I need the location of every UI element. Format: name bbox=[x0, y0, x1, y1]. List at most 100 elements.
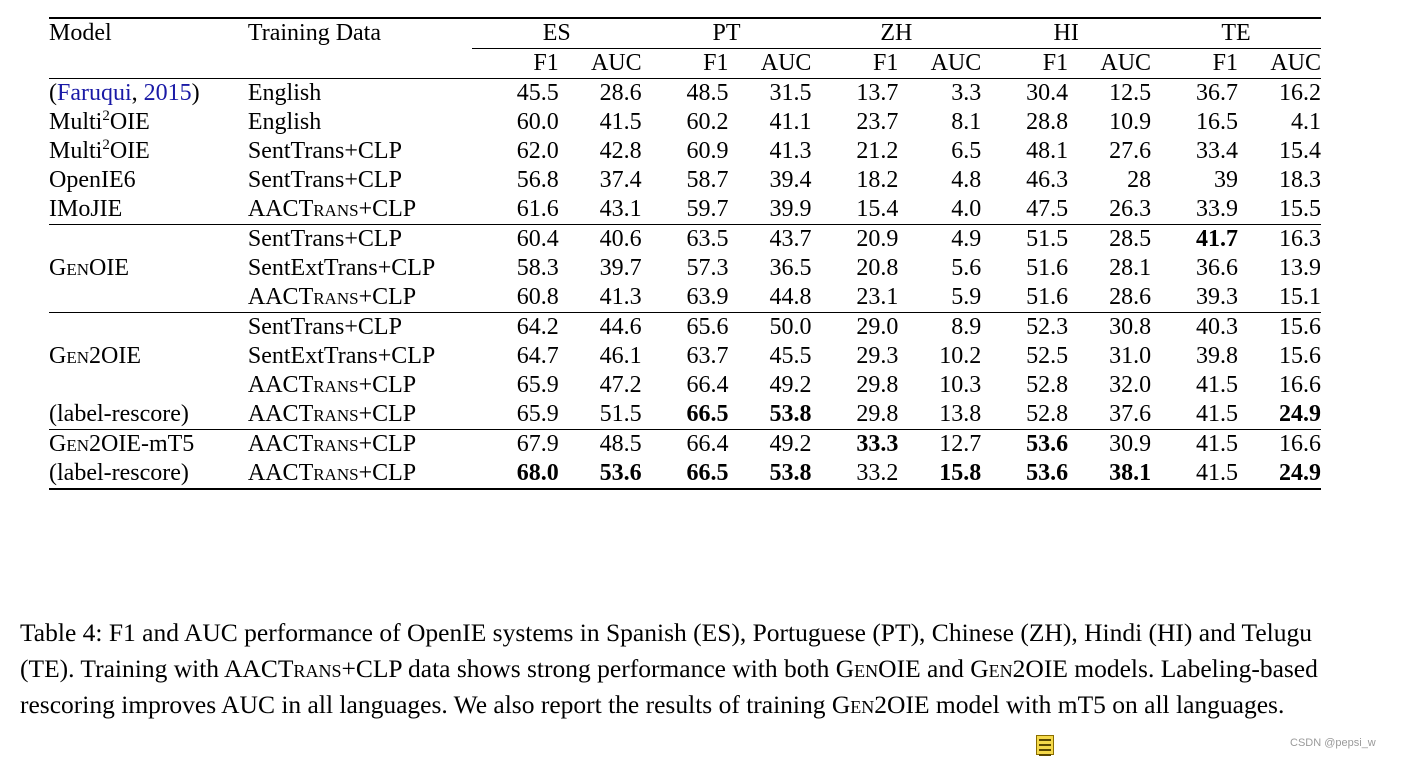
table-row: SentTrans+CLP 64.2 44.6 65.6 50.0 29.0 8.9 52.… bbox=[49, 312, 1321, 342]
training-data-cell: SentExtTrans+CLP bbox=[247, 255, 436, 281]
f1-value-cell: 61.6 bbox=[516, 196, 559, 222]
auc-value-cell: 37.6 bbox=[1109, 401, 1152, 427]
f1-value-cell: 29.8 bbox=[856, 372, 899, 398]
model-cell: IMoJIE bbox=[49, 196, 123, 222]
note-icon[interactable] bbox=[1036, 735, 1054, 756]
auc-value-cell: 5.9 bbox=[951, 284, 982, 310]
training-data-cell: English bbox=[247, 109, 322, 135]
f1-value-cell: 41.5 bbox=[1151, 429, 1238, 459]
auc-value-cell: 5.6 bbox=[951, 255, 982, 281]
training-data-cell: AACTrans+CLP bbox=[247, 284, 417, 310]
f1-value-cell: 39.3 bbox=[1195, 284, 1238, 310]
f1-value-cell: 60.8 bbox=[516, 284, 559, 310]
header-auc: AUC bbox=[1237, 48, 1321, 79]
f1-value-cell: 66.4 bbox=[686, 372, 729, 398]
auc-value-cell: 16.2 bbox=[1279, 80, 1321, 106]
training-data-cell: SentTrans+CLP bbox=[247, 312, 472, 342]
citation-year-link[interactable]: 2015 bbox=[143, 80, 192, 106]
auc-value-cell: 39.7 bbox=[599, 255, 642, 281]
table-row: IMoJIE AACTrans+CLP 61.6 43.1 59.7 39.9 15.4… bbox=[49, 195, 1321, 225]
model-cell: (label-rescore) bbox=[49, 459, 248, 490]
auc-value-cell: 31.5 bbox=[769, 80, 812, 106]
auc-value-cell: 43.7 bbox=[728, 224, 812, 254]
f1-value-cell: 68.0 bbox=[471, 459, 559, 490]
auc-value-cell: 49.2 bbox=[769, 372, 812, 398]
auc-value-cell: 16.6 bbox=[1237, 429, 1321, 459]
f1-value-cell: 39 bbox=[1213, 167, 1238, 193]
f1-value-cell: 29.8 bbox=[856, 401, 899, 427]
training-data-cell: AACTrans+CLP bbox=[247, 429, 472, 459]
model-cell: (Faruqui, 2015) bbox=[49, 80, 200, 106]
f1-value-cell: 47.5 bbox=[1026, 196, 1069, 222]
header-auc: AUC bbox=[728, 48, 812, 79]
f1-value-cell: 18.2 bbox=[856, 167, 899, 193]
training-data-cell: SentTrans+CLP bbox=[247, 167, 402, 193]
auc-value-cell: 51.5 bbox=[599, 401, 642, 427]
table-row: AACTrans+CLP 60.8 41.3 63.9 44.8 23.1 5.9 51.6… bbox=[49, 283, 1321, 313]
f1-value-cell: 39.8 bbox=[1195, 343, 1238, 369]
header-f1: F1 bbox=[1151, 48, 1238, 79]
header-auc: AUC bbox=[898, 48, 982, 79]
training-data-cell: AACTrans+CLP bbox=[247, 459, 472, 490]
table-caption: Table 4: F1 and AUC performance of OpenI… bbox=[20, 618, 1318, 719]
auc-value-cell: 6.5 bbox=[951, 138, 982, 164]
auc-value-cell: 31.0 bbox=[1109, 343, 1152, 369]
f1-value-cell: 65.9 bbox=[516, 401, 559, 427]
model-cell bbox=[49, 283, 248, 313]
f1-value-cell: 29.3 bbox=[856, 343, 899, 369]
auc-value-cell: 10.3 bbox=[939, 372, 982, 398]
header-model: Model bbox=[49, 17, 248, 49]
auc-value-cell: 53.6 bbox=[558, 459, 642, 490]
watermark: CSDN @pepsi_w bbox=[1290, 737, 1376, 749]
header-row-languages: Model Training Data ES PT ZH HI TE bbox=[49, 17, 1321, 49]
table-row: Gen2OIE-mT5 AACTrans+CLP 67.9 48.5 66.4 49.… bbox=[49, 429, 1321, 459]
auc-value-cell: 50.0 bbox=[728, 312, 812, 342]
table-row: Multi2OIE English 60.0 41.5 60.2 41.1 23.7 8.… bbox=[49, 108, 1321, 137]
table-row: OpenIE6 SentTrans+CLP 56.8 37.4 58.7 39.4 18… bbox=[49, 166, 1321, 195]
f1-value-cell: 33.3 bbox=[811, 429, 899, 459]
auc-value-cell: 46.1 bbox=[599, 343, 642, 369]
f1-value-cell: 41.7 bbox=[1151, 224, 1238, 254]
f1-value-cell: 51.6 bbox=[1026, 255, 1069, 281]
f1-value-cell: 60.9 bbox=[686, 138, 729, 164]
auc-value-cell: 16.3 bbox=[1237, 224, 1321, 254]
f1-value-cell: 41.5 bbox=[1195, 401, 1238, 427]
header-training-data: Training Data bbox=[247, 17, 472, 49]
f1-value-cell: 52.5 bbox=[1026, 343, 1069, 369]
auc-value-cell: 40.6 bbox=[558, 224, 642, 254]
training-data-cell: AACTrans+CLP bbox=[247, 372, 417, 398]
f1-value-cell: 58.7 bbox=[686, 167, 729, 193]
header-lang-es: ES bbox=[471, 17, 642, 49]
auc-value-cell: 28.6 bbox=[599, 80, 642, 106]
auc-value-cell: 13.8 bbox=[939, 401, 982, 427]
f1-value-cell: 33.2 bbox=[811, 459, 899, 490]
f1-value-cell: 28.8 bbox=[1026, 109, 1069, 135]
model-cell: (label-rescore) bbox=[49, 401, 189, 427]
table-row: AACTrans+CLP 65.9 47.2 66.4 49.2 29.8 10.3 52.… bbox=[49, 371, 1321, 400]
table-row: (Faruqui, 2015) English 45.5 28.6 48.5 31.5… bbox=[49, 79, 1321, 109]
citation-link[interactable]: Faruqui bbox=[57, 80, 132, 106]
f1-value-cell: 57.3 bbox=[686, 255, 729, 281]
f1-value-cell: 29.0 bbox=[811, 312, 899, 342]
auc-value-cell: 28.6 bbox=[1109, 284, 1152, 310]
table-row: (label-rescore) AACTrans+CLP 68.0 53.6 66.… bbox=[49, 459, 1321, 490]
header-row-metrics: F1 AUC F1 AUC F1 AUC F1 AUC F1 AUC bbox=[49, 48, 1321, 79]
table-row: (label-rescore) AACTrans+CLP 65.9 51.5 66.… bbox=[49, 400, 1321, 430]
auc-value-cell: 47.2 bbox=[599, 372, 642, 398]
results-table: Model Training Data ES PT ZH HI TE F1 AU… bbox=[49, 17, 1321, 490]
f1-value-cell: 13.7 bbox=[856, 80, 899, 106]
auc-value-cell: 26.3 bbox=[1109, 196, 1152, 222]
auc-value-cell: 4.1 bbox=[1291, 109, 1321, 135]
auc-value-cell: 15.4 bbox=[1279, 138, 1321, 164]
auc-value-cell: 15.8 bbox=[898, 459, 982, 490]
f1-value-cell: 56.8 bbox=[516, 167, 559, 193]
f1-value-cell: 52.8 bbox=[1026, 372, 1069, 398]
auc-value-cell: 39.9 bbox=[769, 196, 812, 222]
model-cell: Gen2OIE-mT5 bbox=[49, 429, 248, 459]
table-row: GenOIE SentExtTrans+CLP 58.3 39.7 57.3 36.5… bbox=[49, 254, 1321, 283]
auc-value-cell: 15.5 bbox=[1279, 196, 1321, 222]
table-row: Gen2OIE SentExtTrans+CLP 64.7 46.1 63.7 45.… bbox=[49, 342, 1321, 371]
header-f1: F1 bbox=[471, 48, 559, 79]
auc-value-cell: 38.1 bbox=[1068, 459, 1152, 490]
f1-value-cell: 60.0 bbox=[516, 109, 559, 135]
